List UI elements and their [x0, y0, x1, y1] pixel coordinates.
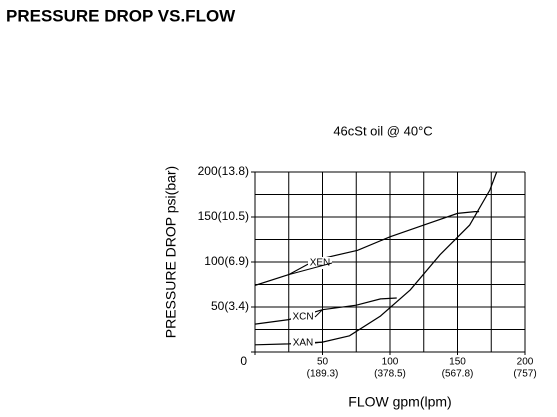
y-axis-label: PRESSURE DROP psi(bar) [163, 166, 179, 338]
leader [288, 262, 333, 276]
x-tick-label: 200 [517, 357, 534, 368]
x-tick-label: 150 [449, 357, 466, 368]
leader [314, 309, 323, 318]
series-line [255, 297, 397, 325]
series-label: XCN [292, 312, 313, 323]
chart-subtitle: 46cSt oil @ 40°C [333, 123, 432, 138]
series-line [255, 211, 480, 286]
y-tick-label: 0 [240, 354, 247, 368]
x-tick-sublabel: (567.8) [442, 369, 474, 380]
leader [314, 341, 323, 344]
x-tick-sublabel: (757) [513, 369, 536, 380]
y-tick-label: 200(13.8) [198, 164, 249, 178]
x-tick-sublabel: (189.3) [307, 369, 339, 380]
y-tick-label: 100(6.9) [204, 254, 249, 268]
series-label: XAN [293, 338, 314, 349]
y-tick-label: 50(3.4) [211, 299, 249, 313]
x-axis-label: FLOW gpm(lpm) [348, 394, 451, 410]
y-tick-label: 150(10.5) [198, 209, 249, 223]
x-tick-label: 100 [382, 357, 399, 368]
label-bg [291, 337, 315, 349]
x-tick-label: 50 [317, 357, 329, 368]
series-label: XEN [310, 258, 331, 269]
label-bg [308, 257, 332, 269]
label-bg [291, 311, 315, 323]
chart-title: PRESSURE DROP VS.FLOW [6, 6, 236, 25]
x-tick-sublabel: (378.5) [374, 369, 406, 380]
